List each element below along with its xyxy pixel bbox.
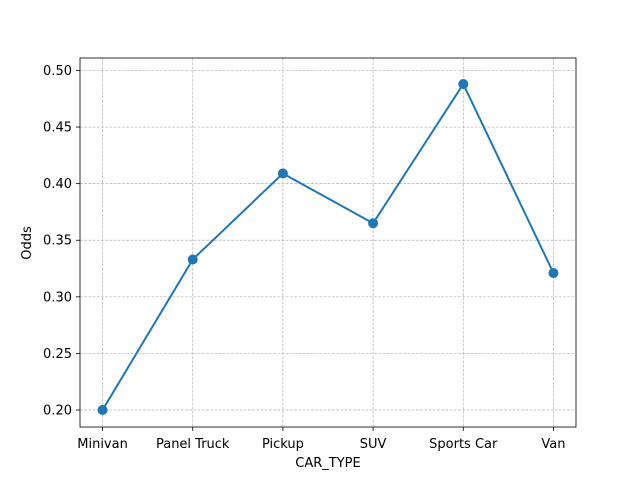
axes-frame: [79, 57, 577, 428]
grid-lines: [80, 58, 576, 427]
data-point: [97, 405, 108, 416]
y-tick-label: 0.45: [43, 121, 72, 136]
series-line: [101, 83, 555, 412]
x-axis-label: CAR_TYPE: [295, 456, 360, 471]
data-series: [97, 79, 559, 416]
x-axis-ticks: Minivan Panel Truck Pickup SUV Sports Car Van: [77, 427, 566, 452]
y-tick-label: 0.50: [43, 64, 72, 79]
x-tick-label: Panel Truck: [156, 437, 230, 452]
data-point: [187, 254, 198, 265]
y-tick-label: 0.30: [43, 290, 72, 305]
data-point: [458, 79, 469, 90]
x-tick-label: Pickup: [262, 437, 304, 452]
x-tick-label: Sports Car: [429, 437, 498, 452]
data-point: [368, 218, 379, 229]
y-axis-ticks: 0.20 0.25 0.30 0.35 0.40 0.45 0.50: [43, 64, 80, 419]
data-point: [277, 168, 288, 179]
data-point: [548, 268, 559, 279]
y-tick-label: 0.35: [43, 234, 72, 249]
y-tick-label: 0.20: [43, 404, 72, 419]
x-tick-label: Van: [541, 437, 565, 452]
y-tick-label: 0.40: [43, 177, 72, 192]
y-axis-label: Odds: [20, 226, 35, 260]
x-tick-label: Minivan: [77, 437, 128, 452]
x-tick-label: SUV: [360, 437, 387, 452]
y-tick-label: 0.25: [43, 347, 72, 362]
